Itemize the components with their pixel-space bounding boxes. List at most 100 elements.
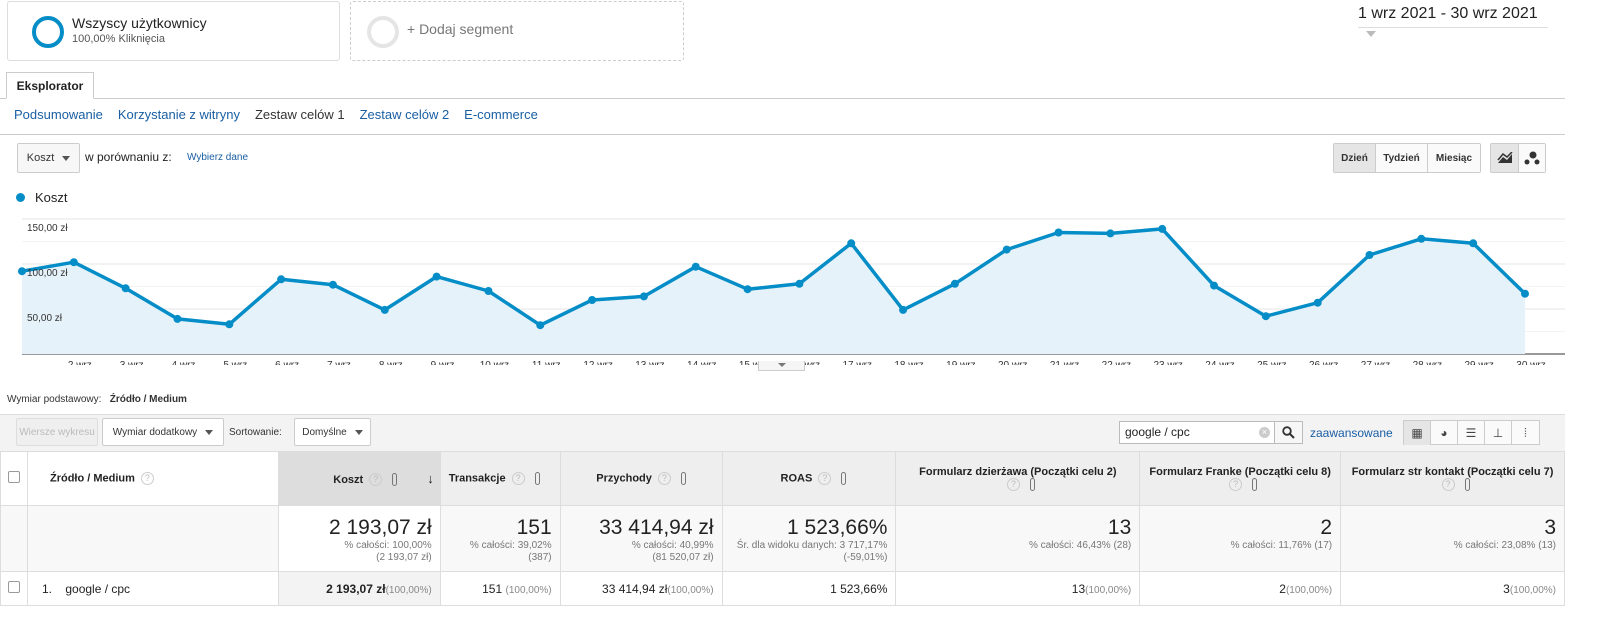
data-point (225, 320, 234, 329)
y-tick-label: 150,00 zł (27, 223, 68, 234)
segment-ring-icon (32, 16, 64, 48)
series-line (21, 227, 1527, 327)
x-tick-label: 22 wrz (1102, 360, 1131, 365)
help-icon[interactable]: ? (657, 472, 671, 485)
pie-view-icon[interactable]: ◕ (1431, 421, 1458, 445)
plot-rows-button[interactable]: Wiersze wykresu (16, 418, 98, 446)
table-toolbar (0, 414, 1565, 451)
metric-select[interactable]: Koszt (17, 143, 80, 173)
header-source-medium[interactable]: Źródło / Medium? (26, 451, 279, 506)
help-icon[interactable]: ? (1006, 478, 1020, 491)
period-month-button[interactable]: Miesiąc (1428, 144, 1480, 172)
data-point (639, 292, 648, 301)
x-tick-label: 9 wrz (431, 360, 455, 365)
segment-subtitle: 100,00% Kliknięcia (72, 33, 165, 45)
x-tick-label: 11 wrz (532, 360, 561, 365)
data-point (1106, 229, 1115, 238)
tab-eksplorator[interactable]: Eksplorator (6, 72, 94, 99)
subnav-zestaw-celow-2[interactable]: Zestaw celów 2 (359, 107, 450, 122)
chevron-down-icon (62, 155, 71, 161)
primary-dimension-value[interactable]: Źródło / Medium (109, 394, 187, 405)
comparison-view-icon[interactable]: ⊥ (1485, 421, 1512, 445)
date-range-picker[interactable]: 1 wrz 2021 - 30 wrz 2021 (1358, 4, 1548, 37)
data-point (743, 285, 752, 294)
x-tick-label: 12 wrz (583, 360, 612, 365)
search-button[interactable] (1275, 421, 1303, 444)
header-roas[interactable]: ROAS? (721, 451, 897, 506)
line-chart-icon[interactable] (1491, 144, 1519, 172)
area-fill (22, 228, 1525, 354)
scatter-chart-icon[interactable] (1519, 144, 1545, 172)
legend-label: Koszt (35, 190, 68, 205)
x-tick-label: 15 wrz (739, 360, 768, 365)
x-tick-label: 3 wrz (120, 360, 144, 365)
data-point (380, 305, 389, 314)
total-przychody: 33 414,94 zł% całości: 40,99% (81 520,07 … (559, 505, 723, 572)
table-view-icon[interactable]: ▦ (1404, 421, 1431, 445)
x-tick-label: 14 wrz (687, 360, 716, 365)
data-point (1365, 251, 1374, 259)
tab-divider (0, 98, 1565, 99)
metric-select-value: Koszt (26, 152, 55, 164)
data-point (1002, 245, 1011, 254)
row-checkbox[interactable] (7, 581, 20, 593)
subnav-divider (0, 134, 1565, 135)
header-form-dzierzawa[interactable]: Formularz dzierżawa (Początki celu 2)? (895, 451, 1141, 506)
add-segment-button[interactable]: + Dodaj segment (350, 1, 684, 61)
subnav-podsumowanie[interactable]: Podsumowanie (14, 107, 103, 122)
thermometer-icon (1464, 478, 1470, 491)
x-tick-label: 27 wrz (1361, 360, 1390, 365)
compare-select-link[interactable]: Wybierz dane (187, 152, 249, 163)
advanced-filter-link[interactable]: zaawansowane (1310, 426, 1393, 440)
segment-all-users[interactable]: Wszyscy użytkownicy 100,00% Kliknięcia (7, 1, 340, 61)
totals-row: 2 193,07 zł% całości: 100,00% (2 193,07 z… (0, 505, 1565, 572)
data-point (173, 314, 182, 323)
x-tick-label: 17 wrz (843, 360, 872, 365)
x-tick-label: 24 wrz (1205, 360, 1234, 365)
row-index: 1. (41, 581, 52, 596)
table-search-input[interactable]: google / cpc (1119, 421, 1275, 444)
period-week-button[interactable]: Tydzień (1376, 144, 1428, 172)
pivot-view-icon[interactable]: ⦙ (1524, 425, 1527, 440)
header-form-franke[interactable]: Formularz Franke (Początki celu 8)? (1139, 451, 1342, 506)
data-point (328, 280, 337, 289)
performance-view-icon[interactable]: ☰ (1458, 421, 1485, 445)
x-tick-label: 28 wrz (1413, 360, 1442, 365)
subnav-korzystanie[interactable]: Korzystanie z witryny (117, 107, 240, 122)
data-point (588, 296, 597, 304)
period-toggle: Dzień Tydzień Miesiąc (1333, 143, 1481, 173)
period-day-button[interactable]: Dzień (1334, 144, 1376, 172)
data-point (536, 321, 545, 330)
x-tick-label: 8 wrz (379, 360, 403, 365)
help-icon[interactable]: ? (1441, 478, 1455, 491)
help-icon[interactable]: ? (818, 472, 832, 485)
row-source-link[interactable]: google / cpc (65, 581, 131, 596)
header-transakcje[interactable]: Transakcje? (439, 451, 561, 506)
subnav-ecommerce[interactable]: E-commerce (464, 107, 538, 122)
data-point (432, 272, 441, 281)
subnav-zestaw-celow-1[interactable]: Zestaw celów 1 (254, 107, 345, 122)
chart-collapse-handle[interactable] (758, 361, 805, 371)
chevron-down-icon (205, 429, 214, 435)
chevron-down-icon (777, 363, 786, 370)
add-segment-ring-icon (367, 16, 399, 48)
secondary-dimension-select[interactable]: Wymiar dodatkowy (102, 418, 224, 446)
x-tick-label: 10 wrz (480, 360, 509, 365)
header-przychody[interactable]: Przychody? (559, 451, 723, 506)
clear-search-icon[interactable]: × (1259, 427, 1270, 438)
legend-dot-icon (16, 193, 25, 202)
help-icon[interactable]: ? (511, 472, 525, 485)
sort-select[interactable]: Domyślne (294, 418, 371, 446)
help-icon[interactable]: ? (1229, 478, 1243, 491)
segment-title: Wszyscy użytkownicy (72, 15, 207, 31)
thermometer-icon (392, 473, 398, 487)
help-icon[interactable]: ? (140, 472, 154, 485)
y-tick-label: 50,00 zł (27, 313, 63, 324)
subnav: Podsumowanie Korzystanie z witryny Zesta… (14, 107, 538, 122)
data-point (1469, 239, 1478, 248)
select-all-checkbox[interactable] (7, 471, 20, 483)
header-koszt[interactable]: Koszt? ↓ (277, 451, 441, 506)
header-form-kontakt[interactable]: Formularz str kontakt (Początki celu 7)? (1340, 451, 1565, 506)
help-icon[interactable]: ? (369, 473, 383, 487)
data-point (1261, 312, 1270, 321)
